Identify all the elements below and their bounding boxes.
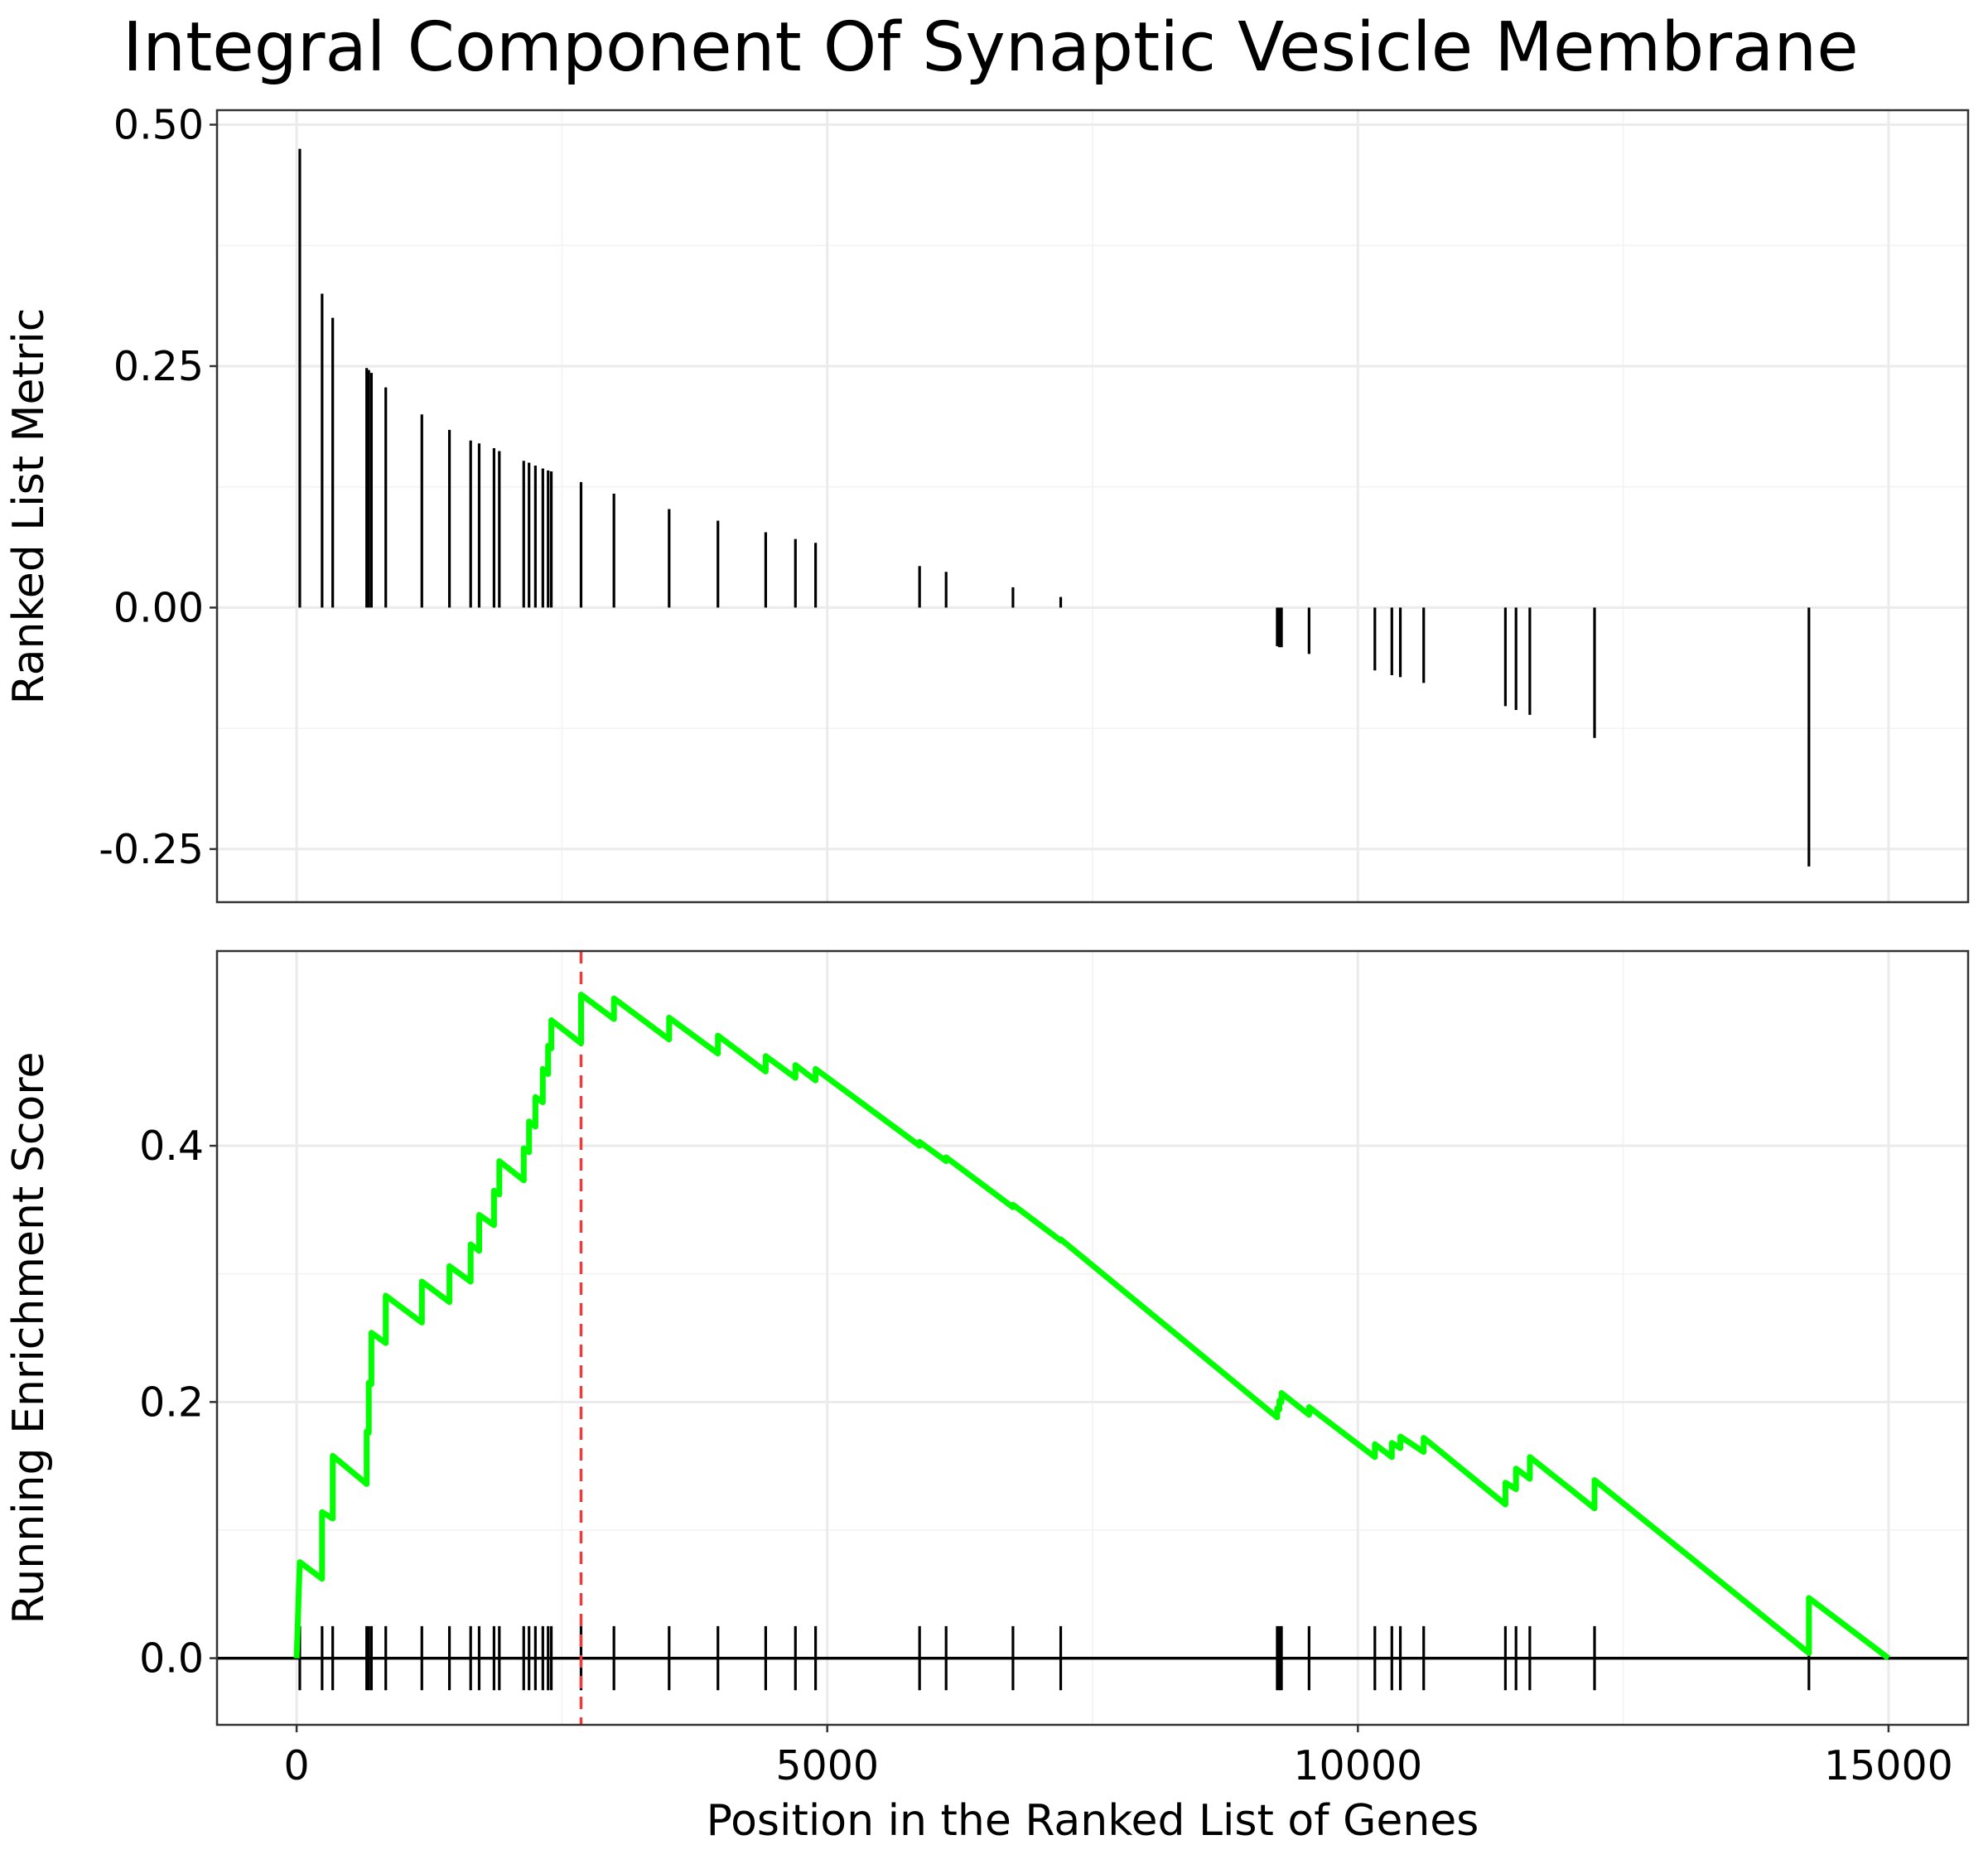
bottom-y-tick-label: 0.0	[139, 1635, 204, 1683]
bottom-panel-lines	[217, 951, 1968, 1725]
x-tick-label: 10000	[1293, 1742, 1422, 1789]
x-tick-label: 15000	[1824, 1742, 1953, 1789]
bottom-y-tick-label: 0.2	[139, 1379, 204, 1426]
bottom-panel-y-axis: 0.0 0.2 0.4	[139, 1123, 217, 1683]
x-tick-label: 5000	[775, 1742, 879, 1789]
x-tick-label: 0	[283, 1742, 309, 1789]
top-y-tick-label: -0.25	[99, 826, 204, 873]
top-panel: 0.50 0.25 0.00 -0.25 Ranked List Metric	[4, 101, 1970, 904]
bottom-panel-y-axis-label: Running Enrichment Score	[4, 1052, 54, 1625]
chart-title: Integral Component Of Synaptic Vesicle M…	[123, 8, 1859, 87]
bottom-panel-grid	[217, 951, 1968, 1725]
bottom-panel-border	[215, 949, 1970, 1726]
top-y-tick-label: 0.25	[113, 343, 204, 390]
top-panel-grid	[217, 110, 1968, 902]
top-y-tick-label: 0.50	[113, 101, 204, 148]
running-es-line	[293, 992, 1891, 1661]
bottom-y-tick-label: 0.4	[139, 1123, 204, 1170]
top-panel-border	[215, 109, 1970, 904]
top-panel-y-axis: 0.50 0.25 0.00 -0.25	[99, 101, 217, 873]
top-panel-bars	[298, 148, 1811, 867]
x-axis: 0 5000 10000 15000	[283, 1725, 1953, 1789]
bottom-panel: 0.0 0.2 0.4 Running Enrichment Score 0 5000…	[4, 949, 1970, 1846]
x-axis-label: Position in the Ranked List of Genes	[707, 1796, 1479, 1846]
top-y-tick-label: 0.00	[113, 584, 204, 631]
top-panel-y-axis-label: Ranked List Metric	[4, 308, 54, 705]
